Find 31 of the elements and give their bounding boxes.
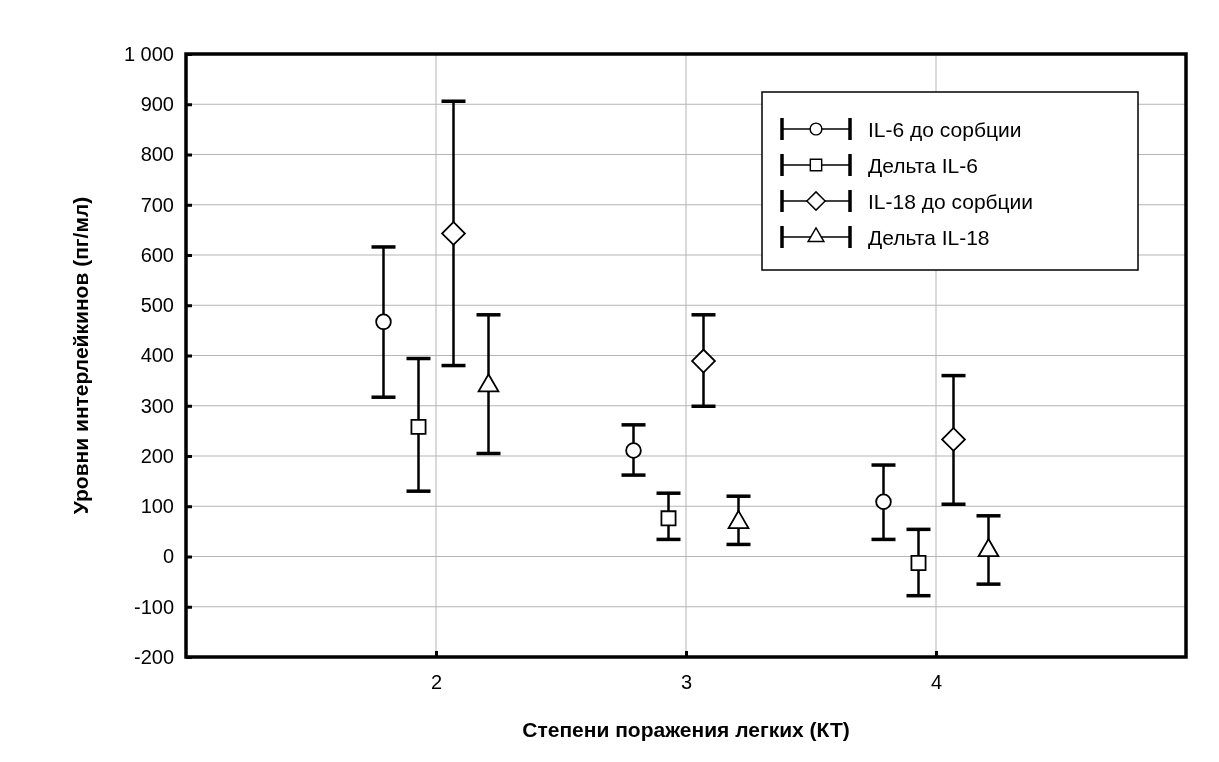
x-axis-title: Степени поражения легких (КТ) bbox=[522, 718, 850, 741]
y-tick-label: 700 bbox=[140, 193, 174, 216]
y-axis-title: Уровни интерлейкинов (пг/мл) bbox=[69, 196, 92, 515]
point bbox=[441, 221, 466, 246]
y-tick-label: -100 bbox=[133, 595, 174, 618]
x-tick-label: 3 bbox=[680, 671, 693, 694]
point bbox=[941, 427, 966, 452]
y-tick-label: 900 bbox=[140, 93, 174, 116]
x-tick-label: 2 bbox=[430, 671, 443, 694]
point bbox=[691, 348, 716, 374]
y-tick-label: 100 bbox=[140, 495, 174, 518]
y-tick-label: 200 bbox=[140, 444, 174, 467]
point bbox=[660, 510, 677, 527]
legend-label: IL-18 до сорбции bbox=[868, 190, 1034, 213]
legend-label: IL-6 до сорбции bbox=[868, 118, 1022, 141]
y-tick-label: 400 bbox=[140, 344, 174, 367]
point bbox=[910, 555, 927, 571]
y-tick-label: 1 000 bbox=[123, 42, 174, 65]
y-tick-label: 0 bbox=[162, 545, 174, 568]
y-tick-label: 600 bbox=[140, 243, 174, 266]
legend-label: Дельта IL-18 bbox=[868, 226, 990, 249]
y-tick-label: 800 bbox=[140, 143, 174, 166]
legend-label: Дельта IL-6 bbox=[868, 154, 978, 177]
point bbox=[375, 313, 392, 331]
point bbox=[410, 418, 427, 435]
y-tick-label: 500 bbox=[140, 294, 174, 317]
point bbox=[625, 442, 642, 459]
y-tick-label: 300 bbox=[140, 394, 174, 417]
point bbox=[875, 493, 892, 510]
y-tick-label: -200 bbox=[133, 645, 174, 668]
x-tick-label: 4 bbox=[930, 671, 943, 694]
